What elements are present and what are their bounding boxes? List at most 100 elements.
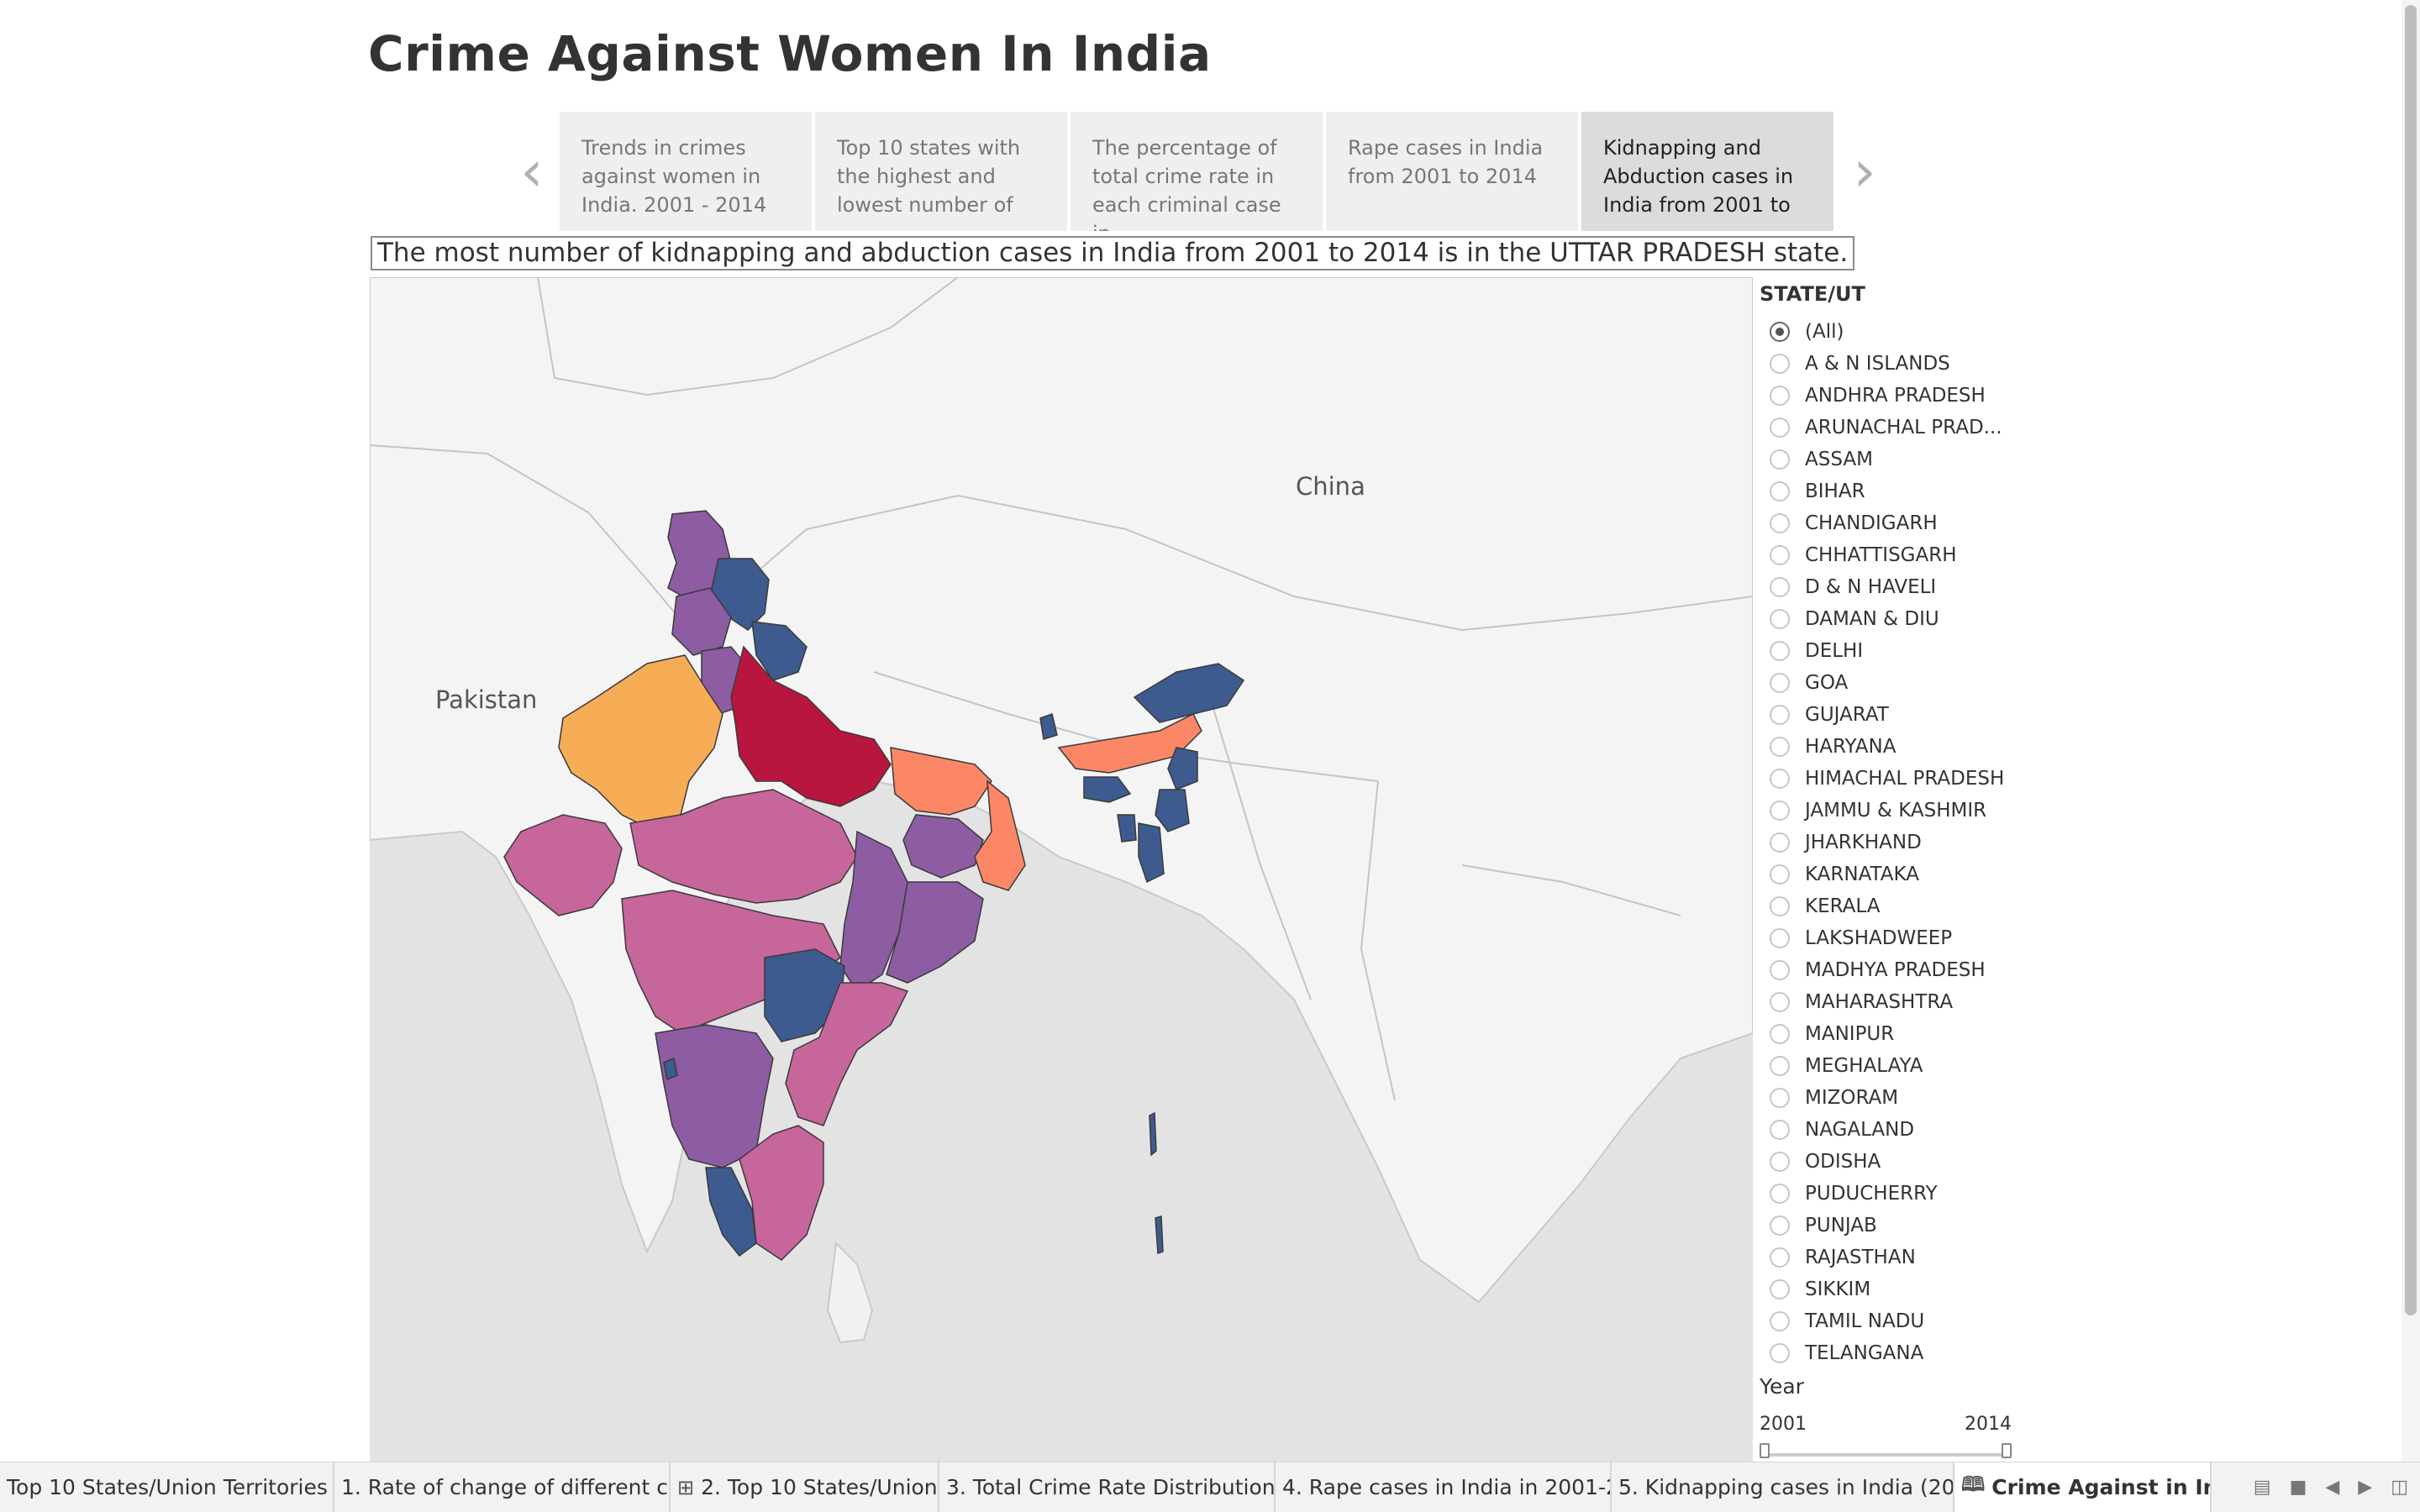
state-arunachal[interactable] (1133, 663, 1245, 723)
radio-button-icon[interactable] (1770, 577, 1790, 597)
state-option[interactable]: TAMIL NADU (1760, 1305, 2037, 1337)
radio-button-icon[interactable] (1770, 960, 1790, 980)
radio-button-icon[interactable] (1770, 1120, 1790, 1140)
radio-button-icon[interactable] (1770, 769, 1790, 789)
radio-button-icon[interactable] (1770, 1215, 1790, 1236)
radio-button-icon[interactable] (1770, 1343, 1790, 1363)
state-tripura[interactable] (1117, 814, 1137, 843)
story-point-2[interactable]: Top 10 states with the highest and lowes… (815, 112, 1067, 231)
radio-button-icon[interactable] (1770, 801, 1790, 821)
state-option[interactable]: DAMAN & DIU (1760, 603, 2037, 635)
state-radio-list[interactable]: (All) A & N ISLANDS ANDHRA PRADESH ARUNACHA… (1760, 316, 2037, 1396)
state-option[interactable]: JAMMU & KASHMIR (1760, 795, 2037, 827)
tab-rape-cases[interactable]: 4. Rape cases in India in 2001-2... (1276, 1462, 1612, 1512)
state-an-islands[interactable] (1149, 1111, 1164, 1255)
single-sheet-icon[interactable]: ■ (2289, 1477, 2307, 1498)
state-option[interactable]: JHARKHAND (1760, 827, 2037, 858)
state-option[interactable]: (All) (1760, 316, 2037, 348)
presentation-icon[interactable]: ◫ (2391, 1477, 2408, 1498)
tab-kidnapping-cases[interactable]: 5. Kidnapping cases in India (20... (1612, 1462, 1954, 1512)
radio-button-icon[interactable] (1770, 864, 1790, 885)
tab-total-crime-rate[interactable]: 3. Total Crime Rate Distribution f... (939, 1462, 1276, 1512)
radio-button-icon[interactable] (1770, 1279, 1790, 1299)
state-mizoram[interactable] (1138, 822, 1165, 884)
state-manipur[interactable] (1155, 789, 1190, 832)
year-slider-handle-min[interactable] (1760, 1443, 1770, 1458)
state-bihar[interactable] (890, 747, 992, 816)
radio-button-icon[interactable] (1770, 1184, 1790, 1204)
radio-button-icon[interactable] (1770, 513, 1790, 533)
state-option[interactable]: TELANGANA (1760, 1337, 2037, 1369)
tab-top-10-states-union[interactable]: ⊞ 2. Top 10 States/Union (671, 1462, 939, 1512)
state-option[interactable]: CHANDIGARH (1760, 507, 2037, 539)
story-point-1[interactable]: Trends in crimes against women in India.… (560, 112, 812, 231)
state-option[interactable]: RAJASTHAN (1760, 1242, 2037, 1273)
state-option[interactable]: HIMACHAL PRADESH (1760, 763, 2037, 795)
radio-button-icon[interactable] (1770, 1024, 1790, 1044)
state-meghalaya[interactable] (1083, 776, 1132, 803)
state-option[interactable]: GOA (1760, 667, 2037, 699)
filmstrip-icon[interactable]: ▤ (2253, 1477, 2271, 1498)
chevron-right-icon[interactable]: › (1853, 138, 1876, 205)
radio-button-icon[interactable] (1770, 1152, 1790, 1172)
state-option[interactable]: ASSAM (1760, 444, 2037, 475)
scrollbar-thumb[interactable] (2405, 5, 2417, 1315)
radio-button-icon[interactable] (1770, 1311, 1790, 1331)
vertical-scrollbar[interactable] (2402, 0, 2420, 1462)
radio-button-icon[interactable] (1770, 737, 1790, 757)
state-option[interactable]: A & N ISLANDS (1760, 348, 2037, 380)
state-option[interactable]: GUJARAT (1760, 699, 2037, 731)
state-option[interactable]: ARUNACHAL PRAD... (1760, 412, 2037, 444)
state-uttarakhand[interactable] (751, 621, 808, 681)
state-west-bengal[interactable] (974, 780, 1026, 891)
tab-top-10-states[interactable]: Top 10 States/Union Territories ... (0, 1462, 334, 1512)
tab-crime-against-in-india[interactable]: 🕮Crime Against in India (1954, 1462, 2212, 1512)
state-gujarat[interactable] (503, 814, 623, 916)
state-andhra-pradesh[interactable] (785, 982, 909, 1126)
state-jharkhand[interactable] (902, 814, 984, 879)
radio-button-icon[interactable] (1770, 673, 1790, 693)
state-option[interactable]: PUNJAB (1760, 1210, 2037, 1242)
state-option[interactable]: BIHAR (1760, 475, 2037, 507)
radio-button-icon[interactable] (1770, 896, 1790, 916)
radio-button-icon[interactable] (1770, 354, 1790, 374)
story-point-4[interactable]: Rape cases in India from 2001 to 2014 (1326, 112, 1578, 231)
state-rajasthan[interactable] (558, 654, 723, 832)
radio-button-icon[interactable] (1770, 1247, 1790, 1268)
story-point-3[interactable]: The percentage of total crime rate in ea… (1071, 112, 1323, 231)
radio-button-icon[interactable] (1770, 705, 1790, 725)
state-option[interactable]: MEGHALAYA (1760, 1050, 2037, 1082)
india-map[interactable]: China Pakistan (370, 277, 1753, 1462)
state-nagaland[interactable] (1167, 747, 1198, 790)
state-kerala[interactable] (705, 1167, 757, 1257)
state-option[interactable]: LAKSHADWEEP (1760, 922, 2037, 954)
state-option[interactable]: NAGALAND (1760, 1114, 2037, 1146)
year-slider-handle-max[interactable] (2002, 1443, 2012, 1458)
story-point-5[interactable]: Kidnapping and Abduction cases in India … (1581, 112, 1833, 231)
radio-button-icon[interactable] (1770, 545, 1790, 565)
state-punjab[interactable] (671, 587, 732, 656)
radio-button-icon[interactable] (1770, 417, 1790, 438)
state-odisha[interactable] (886, 881, 984, 984)
state-option[interactable]: MIZORAM (1760, 1082, 2037, 1114)
radio-button-icon[interactable] (1770, 832, 1790, 853)
radio-button-icon[interactable] (1770, 322, 1790, 342)
state-option[interactable]: HARYANA (1760, 731, 2037, 763)
state-option[interactable]: KERALA (1760, 890, 2037, 922)
radio-button-icon[interactable] (1770, 1088, 1790, 1108)
radio-button-icon[interactable] (1770, 928, 1790, 948)
radio-button-icon[interactable] (1770, 481, 1790, 501)
radio-button-icon[interactable] (1770, 449, 1790, 470)
state-option[interactable]: PUDUCHERRY (1760, 1178, 2037, 1210)
state-option[interactable]: D & N HAVELI (1760, 571, 2037, 603)
state-madhya-pradesh[interactable] (629, 789, 858, 904)
radio-button-icon[interactable] (1770, 641, 1790, 661)
chevron-left-icon[interactable]: ‹ (520, 138, 544, 205)
state-assam[interactable] (1057, 712, 1202, 774)
radio-button-icon[interactable] (1770, 992, 1790, 1012)
state-goa[interactable] (663, 1057, 678, 1081)
state-option[interactable]: MANIPUR (1760, 1018, 2037, 1050)
year-slider[interactable] (1760, 1443, 2012, 1458)
radio-button-icon[interactable] (1770, 1056, 1790, 1076)
state-option[interactable]: MAHARASHTRA (1760, 986, 2037, 1018)
